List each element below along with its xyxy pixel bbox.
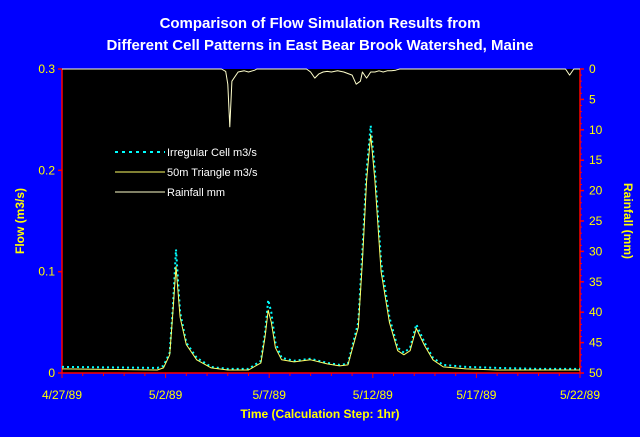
series-irregular-cell: [61, 124, 580, 370]
y2-tick-label: 20: [589, 184, 603, 198]
y2-tick-label: 0: [589, 62, 596, 76]
plot-area: [62, 69, 580, 373]
y2-tick-label: 50: [589, 366, 603, 380]
legend-label-triangle: 50m Triangle m3/s: [167, 167, 258, 179]
y-tick-label: 0.2: [38, 163, 55, 177]
series-50m-triangle: [61, 134, 580, 371]
y-tick-label: 0.3: [38, 62, 55, 76]
legend-label-irregular: Irregular Cell m3/s: [167, 147, 257, 159]
x-tick-label: 5/2/89: [149, 388, 183, 402]
x-tick-label: 5/12/89: [353, 388, 393, 402]
x-tick-label: 5/22/89: [560, 388, 600, 402]
legend-label-rainfall: Rainfall mm: [167, 187, 225, 199]
y2-tick-label: 45: [589, 336, 603, 350]
y-tick-label: 0: [48, 366, 55, 380]
y2-tick-label: 35: [589, 275, 603, 289]
y2-tick-label: 25: [589, 214, 603, 228]
chart-title-line-1: Comparison of Flow Simulation Results fr…: [160, 15, 481, 32]
y2-tick-label: 15: [589, 153, 603, 167]
x-ticks: 4/27/89 5/2/89 5/7/89 5/12/89 5/17/89 5/22/89: [42, 373, 600, 402]
y2-tick-label: 10: [589, 123, 603, 137]
series-rainfall: [62, 68, 580, 128]
x-axis-title: Time (Calculation Step: 1hr): [240, 407, 399, 421]
x-tick-label: 4/27/89: [42, 388, 82, 402]
y2-tick-label: 5: [589, 92, 596, 106]
y-axis-title: Flow (m3/s): [13, 188, 27, 254]
chart-title-line-2: Different Cell Patterns in East Bear Bro…: [106, 37, 533, 54]
y-tick-label: 0.1: [38, 265, 55, 279]
x-tick-label: 5/17/89: [456, 388, 496, 402]
y2-tick-label: 30: [589, 244, 603, 258]
y2-ticks: 0 5 10 15 20 25 30 35 40 45 50: [580, 62, 603, 380]
y2-tick-label: 40: [589, 305, 603, 319]
series-layer: [61, 68, 580, 371]
x-tick-label: 5/7/89: [253, 388, 287, 402]
y2-axis-title: Rainfall (mm): [621, 183, 635, 259]
y-ticks: 0 0.1 0.2 0.3: [38, 62, 62, 380]
legend: Irregular Cell m3/s 50m Triangle m3/s Ra…: [115, 147, 258, 199]
